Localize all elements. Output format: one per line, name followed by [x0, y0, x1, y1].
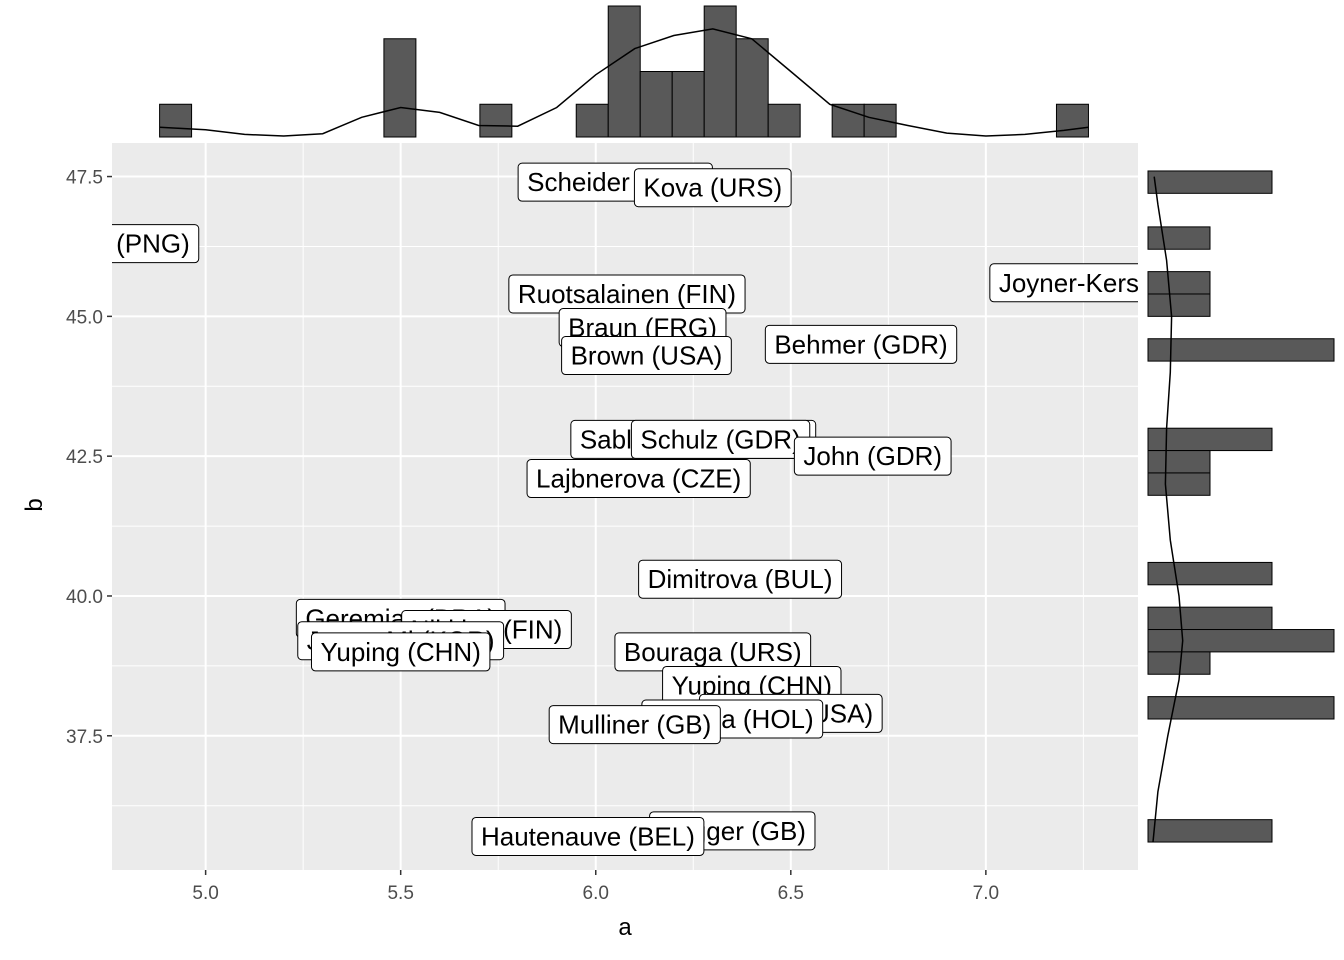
x-tick-label: 6.5 [778, 883, 804, 904]
point-label-box [793, 436, 952, 476]
point-label-text: una (PNG) [65, 229, 189, 259]
right-marginal-histogram [1147, 170, 1335, 843]
y-tick-label: 40.0 [66, 587, 103, 608]
point-label-box [310, 632, 491, 672]
top-histogram-bar [383, 38, 417, 138]
point-label-box [561, 336, 732, 376]
right-histogram-bar [1147, 606, 1273, 631]
y-axis-title: b [21, 498, 48, 511]
right-histogram-bar [1147, 472, 1211, 496]
y-axis: 37.5 40.0 42.5 45.0 47.5 [66, 168, 112, 748]
point-label-text: Joyner-Kersee [999, 268, 1168, 298]
point-label-text: Brown (USA) [571, 341, 723, 371]
right-histogram-bar [1147, 561, 1273, 586]
point-label-box [638, 559, 843, 599]
point-label-box [471, 816, 705, 856]
right-histogram-bar [1147, 629, 1335, 653]
point-label-box [764, 324, 958, 364]
top-histogram-bar [735, 38, 769, 138]
point-label: Hautenauve (BEL) [471, 816, 705, 856]
top-histogram-bar [863, 103, 897, 138]
point-label: Schulz (GDR) [630, 419, 811, 459]
right-histogram-bar [1147, 170, 1273, 194]
y-tick-label: 37.5 [66, 727, 103, 748]
point-label-text: Hautenauve (BEL) [481, 821, 695, 851]
top-histogram-bar [159, 103, 193, 138]
point-label-text: John (GDR) [803, 441, 942, 471]
point-label: Joyner-Kersee [989, 263, 1168, 303]
point-label: Kova (URS) [633, 168, 792, 208]
point-label: Mulliner (GB) [548, 705, 721, 745]
point-label: Behmer (GDR) [764, 324, 958, 364]
top-density-curve [159, 28, 1089, 137]
point-label: una (PNG) [65, 224, 200, 264]
x-tick-label: 5.0 [192, 883, 218, 904]
top-histogram-bar [479, 103, 513, 138]
top-histogram-bar [1055, 103, 1089, 138]
top-histogram-bar [575, 103, 609, 138]
point-label-box [112, 224, 200, 264]
point-label-text: Ruotsalainen (FIN) [518, 279, 736, 309]
point-label-box [989, 263, 1138, 303]
top-histogram-bar [703, 5, 737, 138]
right-histogram-bar [1147, 293, 1211, 317]
point-label-text: Behmer (GDR) [774, 329, 947, 359]
point-label: Bouraga (URS) [614, 632, 812, 672]
point-label: Dimitrova (BUL) [638, 559, 843, 599]
point-label-text: Kova (URS) [643, 173, 782, 203]
point-label-text: Lajbnerova (CZE) [536, 464, 741, 494]
right-histogram-bar [1147, 226, 1211, 250]
y-tick-label: 47.5 [66, 168, 103, 189]
plot-panel [112, 143, 1138, 870]
x-axis-title: a [618, 914, 632, 941]
right-density-curve [1152, 176, 1184, 843]
right-histogram-bar [1147, 450, 1211, 474]
right-histogram-bar [1147, 651, 1211, 675]
point-label: Ruotsalainen (FIN) [508, 274, 746, 314]
right-histogram-bar [1147, 819, 1273, 843]
top-histogram-bar [607, 5, 641, 138]
point-label-text: Bouraga (URS) [624, 637, 802, 667]
point-label-text: Yuping (CHN) [320, 637, 480, 667]
right-histogram-bar [1147, 338, 1335, 362]
right-histogram-bar [1147, 271, 1211, 295]
top-histogram-bar [671, 71, 705, 138]
point-label-text: Dimitrova (BUL) [648, 564, 833, 594]
x-tick-label: 7.0 [973, 883, 999, 904]
point-label: Yuping (CHN) [310, 632, 491, 672]
y-tick-label: 42.5 [66, 447, 103, 468]
top-histogram-bar [767, 103, 801, 138]
point-label-box [548, 705, 721, 745]
x-tick-label: 6.0 [583, 883, 609, 904]
point-label: Brown (USA) [561, 336, 732, 376]
top-histogram-bar [831, 103, 865, 138]
point-label: John (GDR) [793, 436, 952, 476]
point-label-box [633, 168, 792, 208]
point-label-text: Mulliner (GB) [558, 710, 711, 740]
point-label-box [526, 459, 751, 499]
x-tick-label: 5.5 [387, 883, 413, 904]
point-label: Lajbnerova (CZE) [526, 459, 751, 499]
x-axis: 5.0 5.5 6.0 6.5 7.0 [192, 870, 999, 904]
top-histogram-bar [639, 71, 673, 138]
right-histogram-bar [1147, 696, 1335, 720]
point-labels: Scheider (SWI)Kova (URS)una (PNG)Ruotsal… [65, 162, 1168, 856]
point-label-text: Schulz (GDR) [640, 424, 800, 454]
top-marginal-histogram [159, 5, 1089, 138]
y-tick-label: 45.0 [66, 307, 103, 328]
